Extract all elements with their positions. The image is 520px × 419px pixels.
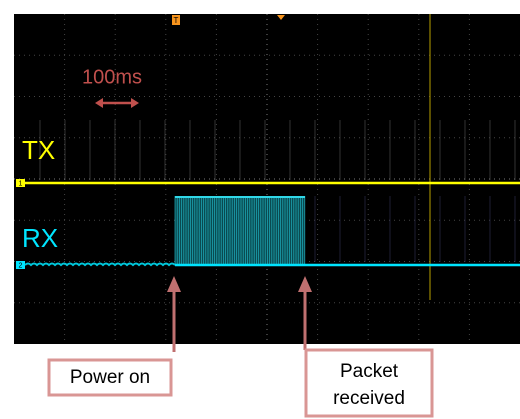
tx-label: TX — [22, 135, 55, 165]
ch1-marker: 1 — [19, 180, 23, 187]
packet-received-line: received — [333, 388, 405, 409]
packet-received-line: Packet — [340, 361, 399, 382]
power-on-label: Power on — [70, 367, 150, 388]
trigger-marker: T — [174, 16, 179, 25]
rx-label: RX — [22, 223, 58, 253]
scale-label: 100ms — [82, 66, 142, 88]
page: T 1 2 100ms TX RX Power on Packet receiv… — [0, 0, 520, 419]
ch2-marker: 2 — [19, 262, 23, 269]
scope-screenshot: T 1 2 100ms TX RX Power on Packet receiv… — [0, 0, 520, 419]
